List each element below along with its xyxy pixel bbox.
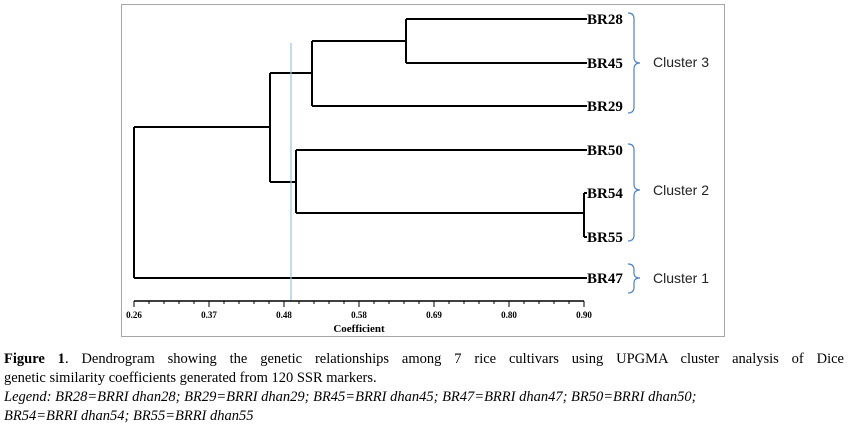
leaf-labels: BR28 BR45 BR29 BR50 BR54 BR55 BR47 bbox=[587, 12, 623, 287]
leaf-label-br29: BR29 bbox=[587, 99, 623, 115]
leaf-label-br50: BR50 bbox=[587, 143, 623, 159]
cluster-label-2: Cluster 2 bbox=[653, 182, 709, 198]
axis-minor-ticks bbox=[133, 301, 585, 307]
bracket-cluster-3 bbox=[627, 12, 641, 114]
axis-tick-label: 0.90 bbox=[576, 310, 592, 320]
dendrogram: BR28 BR45 BR29 BR50 BR54 BR55 BR47 Clust… bbox=[126, 12, 709, 335]
caption-line-1: Figure 1. Dendrogram showing the genetic… bbox=[4, 350, 844, 369]
axis-tick-label: 0.26 bbox=[126, 310, 142, 320]
leaf-label-br45: BR45 bbox=[587, 56, 623, 72]
axis-tick-label: 0.69 bbox=[426, 310, 442, 320]
axis-tick-label: 0.58 bbox=[351, 310, 367, 320]
caption-line-2: genetic similarity coefficients generate… bbox=[4, 370, 377, 386]
dendrogram-frame: BR28 BR45 BR29 BR50 BR54 BR55 BR47 Clust… bbox=[121, 4, 725, 337]
cluster-label-3: Cluster 3 bbox=[653, 54, 709, 70]
caption-legend-1: Legend: BR28=BRRI dhan28; BR29=BRRI dhan… bbox=[4, 389, 697, 405]
axis-tick-label: 0.48 bbox=[276, 310, 292, 320]
leaf-label-br47: BR47 bbox=[587, 271, 623, 287]
figure-caption: Figure 1. Dendrogram showing the genetic… bbox=[4, 350, 844, 426]
bracket-cluster-2 bbox=[627, 143, 641, 242]
cluster-label-1: Cluster 1 bbox=[653, 270, 709, 286]
axis-tick-label: 0.80 bbox=[501, 310, 517, 320]
caption-legend-2: BR54=BRRI dhan54; BR55=BRRI dhan55 bbox=[4, 408, 254, 424]
caption-text-1: . Dendrogram showing the genetic relatio… bbox=[64, 351, 844, 367]
cluster-brackets bbox=[627, 12, 641, 294]
axis-title: Coefficient bbox=[333, 323, 385, 335]
axis-tick-labels: 0.26 0.37 0.48 0.58 0.69 0.80 0.90 bbox=[126, 310, 592, 320]
caption-figure-label: Figure 1 bbox=[4, 351, 65, 367]
bracket-cluster-1 bbox=[627, 263, 641, 294]
axis-tick-label: 0.37 bbox=[201, 310, 217, 320]
leaf-label-br54: BR54 bbox=[587, 186, 623, 202]
dendrogram-branches bbox=[133, 18, 587, 279]
leaf-label-br55: BR55 bbox=[587, 230, 623, 246]
leaf-label-br28: BR28 bbox=[587, 12, 623, 28]
coefficient-axis: 0.26 0.37 0.48 0.58 0.69 0.80 0.90 Coefficient bbox=[126, 300, 592, 335]
